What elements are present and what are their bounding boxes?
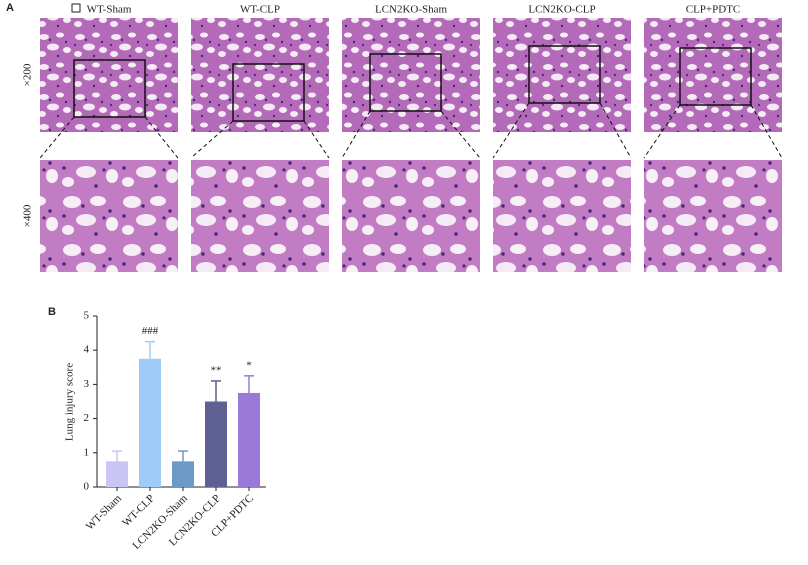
bar — [139, 358, 161, 487]
panel-label: B — [48, 306, 56, 318]
bar — [106, 461, 128, 487]
y-axis-label: Lung injury score — [64, 363, 76, 441]
column-label: LCN2KO-Sham — [375, 4, 448, 16]
y-tick-label: 1 — [84, 446, 90, 458]
zoom-line — [750, 104, 783, 159]
y-tick-label: 3 — [84, 378, 90, 390]
histology-image — [40, 18, 178, 132]
y-tick-label: 5 — [84, 310, 90, 322]
magnification-label: ×200 — [22, 63, 34, 86]
histology-image — [40, 160, 178, 272]
histology-image — [191, 18, 329, 132]
bar — [238, 392, 260, 487]
y-tick-label: 4 — [84, 344, 90, 356]
zoom-line — [643, 104, 681, 159]
histology-image — [493, 160, 631, 272]
column-label: LCN2KO-CLP — [528, 4, 595, 16]
histology-image — [342, 160, 480, 272]
zoom-line — [144, 116, 179, 159]
y-tick-label: 0 — [84, 481, 90, 493]
column-label: WT-Sham — [87, 4, 132, 16]
zoom-line — [39, 116, 75, 159]
column-label: CLP+PDTC — [686, 4, 741, 16]
zoom-box — [232, 63, 305, 122]
y-tick-label: 2 — [84, 412, 90, 424]
zoom-line — [190, 120, 234, 159]
zoom-box — [369, 53, 442, 112]
column-label: WT-CLP — [240, 4, 280, 16]
zoom-line — [599, 102, 632, 159]
bar — [172, 461, 194, 487]
histology-image — [644, 160, 782, 272]
bar — [205, 401, 227, 487]
histology-image — [191, 160, 329, 272]
zoom-line — [440, 110, 481, 159]
histology-image — [493, 18, 631, 132]
histology-image — [644, 18, 782, 132]
zoom-line — [492, 102, 530, 159]
panel-label: A — [6, 2, 14, 14]
zoom-box — [679, 47, 752, 106]
zoom-line — [341, 110, 371, 159]
zoom-line — [303, 120, 330, 159]
zoom-box — [528, 45, 601, 104]
zoom-box — [73, 59, 146, 118]
magnification-label: ×400 — [22, 204, 34, 227]
significance-label: ### — [142, 325, 159, 337]
x-tick-label: WT-Sham — [84, 492, 124, 532]
significance-label: * — [246, 359, 252, 371]
legend-box — [71, 3, 81, 13]
significance-label: ** — [211, 365, 222, 377]
histology-image — [342, 18, 480, 132]
